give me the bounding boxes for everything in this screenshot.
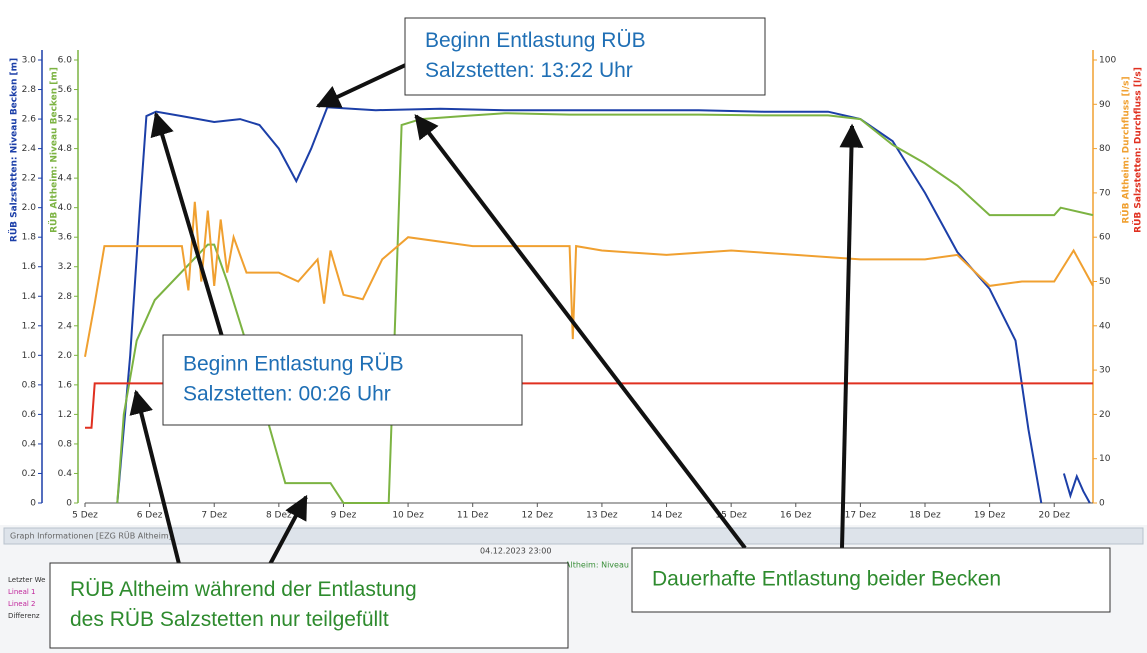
y-tick-label: 2.8 <box>58 292 73 302</box>
y-tick-label: 10 <box>1099 454 1111 464</box>
y-tick-label: 20 <box>1099 410 1111 420</box>
y-tick-label: 0.4 <box>22 439 37 449</box>
y-tick-label: 2.6 <box>22 115 37 125</box>
x-tick-label: 19 Dez <box>974 511 1006 521</box>
arrow <box>129 389 182 569</box>
series-line <box>116 112 1094 504</box>
arrow <box>150 111 225 341</box>
y-tick-label: 5.2 <box>58 115 72 125</box>
y-tick-label: 0.6 <box>22 410 37 420</box>
y-tick-label: 0.8 <box>58 439 73 449</box>
series-line <box>84 201 1094 357</box>
y-tick-label: 100 <box>1099 56 1116 66</box>
y-tick-label: 0 <box>30 499 36 509</box>
annotation-text: Salzstetten: 00:26 Uhr <box>183 383 391 406</box>
x-tick-label: 16 Dez <box>780 511 812 521</box>
x-tick-label: 5 Dez <box>72 511 98 521</box>
panel-row: Lineal 1 <box>8 588 36 596</box>
y-tick-label: 0.8 <box>22 380 37 390</box>
y-tick-label: 1.2 <box>22 321 36 331</box>
y-tick-label: 0 <box>66 499 72 509</box>
axis-title: RÜB Altheim: Durchfluss [l/s] <box>1121 76 1132 223</box>
x-tick-label: 10 Dez <box>392 511 424 521</box>
panel-row: Differenz <box>8 612 40 620</box>
x-tick-label: 17 Dez <box>845 511 877 521</box>
y-tick-label: 4.8 <box>58 144 73 154</box>
annotation-box <box>162 334 523 426</box>
y-tick-label: 2.0 <box>22 203 37 213</box>
arrow <box>266 494 308 569</box>
y-tick-label: 30 <box>1099 366 1111 376</box>
y-tick-label: 5.6 <box>58 85 73 95</box>
panel-row: Lineal 2 <box>8 600 36 608</box>
x-tick-label: 11 Dez <box>457 511 489 521</box>
y-tick-label: 2.4 <box>22 144 37 154</box>
y-tick-label: 0.2 <box>22 469 36 479</box>
y-tick-label: 0.4 <box>58 469 73 479</box>
y-tick-label: 1.8 <box>22 233 37 243</box>
y-tick-label: 2.0 <box>58 351 73 361</box>
arrow <box>414 114 747 550</box>
y-tick-label: 2.2 <box>22 174 36 184</box>
annotation-box <box>404 17 766 96</box>
arrow <box>839 123 864 549</box>
y-tick-label: 1.0 <box>22 351 37 361</box>
series-line <box>116 106 1091 504</box>
x-tick-label: 20 Dez <box>1038 511 1070 521</box>
x-tick-label: 18 Dez <box>909 511 941 521</box>
annotation-text: Beginn Entlastung RÜB <box>425 29 646 52</box>
x-tick-label: 13 Dez <box>586 511 618 521</box>
y-tick-label: 70 <box>1099 188 1111 198</box>
y-tick-label: 3.6 <box>58 233 73 243</box>
y-tick-label: 2.8 <box>22 85 37 95</box>
panel-legend: Altheim: Niveau B <box>565 561 637 570</box>
plot: 0 0.2 0.4 0.6 0.8 1.0 1.2 1.4 1.6 1.8 2.0 2.2 2.4 2.6… <box>9 50 1144 521</box>
annotation-text: Dauerhafte Entlastung beider Becken <box>652 568 1001 591</box>
x-tick-label: 8 Dez <box>266 511 292 521</box>
y-tick-label: 0 <box>1099 499 1105 509</box>
annotation-text: des RÜB Salzstetten nur teilgefüllt <box>70 608 389 631</box>
axis-title: RÜB Altheim: Niveau Becken [m] <box>49 67 60 233</box>
annotation-box <box>49 562 569 649</box>
annotation-box <box>631 547 1111 613</box>
y-tick-label: 1.2 <box>58 410 72 420</box>
panel-title: Graph Informationen [EZG RÜB Altheim] <box>10 531 172 541</box>
y-tick-label: 90 <box>1099 100 1111 110</box>
x-tick-label: 12 Dez <box>522 511 554 521</box>
y-tick-label: 3.2 <box>58 262 72 272</box>
y-tick-label: 6.0 <box>58 56 73 66</box>
y-tick-label: 50 <box>1099 277 1111 287</box>
y-tick-label: 2.4 <box>58 321 73 331</box>
y-tick-label: 4.4 <box>58 174 73 184</box>
x-tick-label: 6 Dez <box>137 511 163 521</box>
axis-title: RÜB Salzstetten: Durchfluss [l/s] <box>1133 67 1144 233</box>
x-tick-label: 7 Dez <box>201 511 227 521</box>
y-tick-label: 1.4 <box>22 292 37 302</box>
annotation-text: RÜB Altheim während der Entlastung <box>70 578 417 601</box>
series-line <box>85 382 1093 429</box>
x-tick-label: 14 Dez <box>651 511 683 521</box>
y-tick-label: 80 <box>1099 144 1111 154</box>
y-tick-label: 4.0 <box>58 203 73 213</box>
annotations: Beginn Entlastung RÜB Salzstetten: 13:22 … <box>49 17 1111 649</box>
y-tick-label: 1.6 <box>22 262 37 272</box>
panel-row: Letzter We <box>8 576 45 584</box>
x-tick-label: 9 Dez <box>331 511 357 521</box>
panel-date: 04.12.2023 23:00 <box>480 547 551 556</box>
y-tick-label: 40 <box>1099 321 1111 331</box>
y-tick-label: 3.0 <box>22 56 37 66</box>
annotation-text: Beginn Entlastung RÜB <box>183 353 404 376</box>
annotation-text: Salzstetten: 13:22 Uhr <box>425 59 633 82</box>
y-tick-label: 1.6 <box>58 380 73 390</box>
y-tick-label: 60 <box>1099 233 1111 243</box>
axis-title: RÜB Salzstetten: Niveau Becken [m] <box>9 58 20 242</box>
arrow <box>315 60 413 108</box>
x-tick-label: 15 Dez <box>715 511 747 521</box>
